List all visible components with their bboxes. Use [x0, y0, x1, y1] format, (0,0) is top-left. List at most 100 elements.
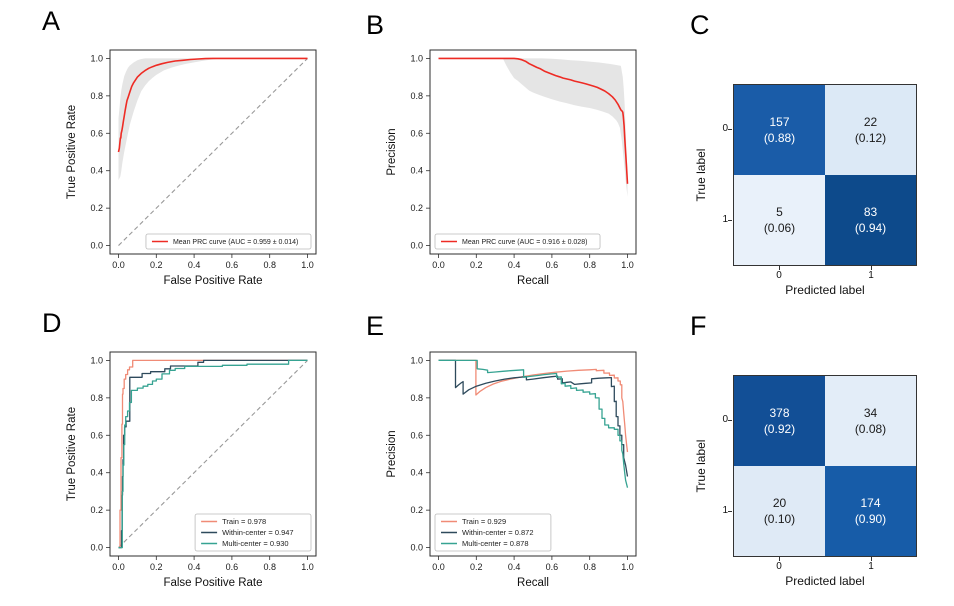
y-tick-label: 0.8 [410, 91, 423, 101]
legend-label: Mean PRC curve (AUC = 0.959 ± 0.014) [173, 239, 298, 246]
roc-cohorts-chart: 0.0 0.2 0.4 0.6 0.8 1.0 0.0 0.2 0.4 0.6 0.8 1.0 Fals… [66, 351, 317, 589]
curve-mean-prc-curve [117, 57, 308, 153]
panel-label-e: E [366, 311, 385, 341]
x-tick-label: 0.8 [583, 260, 596, 270]
y-tick-label: 0.8 [90, 91, 103, 101]
y-tick-label: 0.6 [410, 430, 423, 440]
legend-box: Mean PRC curve (AUC = 0.916 ± 0.028) [434, 233, 601, 250]
cm-cell-fraction: (0.06) [763, 221, 796, 235]
y-tick-label: 0.8 [410, 393, 423, 403]
cm-cell-fraction: (0.88) [763, 131, 796, 145]
cm-ytick-0: 0 [722, 414, 728, 425]
panel-label-b: B [366, 10, 385, 40]
y-tick-label: 1.0 [410, 355, 423, 365]
confusion-matrix-internal: True label 0 1 157 (0.88) 22 (0.12) 5 (0.06) 8… [654, 60, 954, 310]
legend-label: Multi-center = 0.878 [462, 539, 529, 548]
y-tick-label: 1.0 [410, 53, 423, 63]
x-tick-label: 0.0 [432, 260, 445, 270]
cm-xtick-0: 0 [776, 270, 782, 281]
panel-label-c: C [690, 10, 710, 40]
cm-cell-fraction: (0.94) [854, 221, 887, 235]
y-axis-label: True Positive Rate [66, 407, 78, 501]
y-tick-label: 0.6 [90, 128, 103, 138]
cm-tick-mark [728, 420, 732, 421]
x-axis-label: Recall [517, 577, 549, 589]
cm-cell-fraction: (0.08) [854, 422, 887, 436]
axes-frame [109, 351, 317, 557]
x-tick-label: 0.4 [188, 260, 201, 270]
legend-box: Train = 0.978 Within-center = 0.947 Multi-… [194, 513, 312, 552]
curve-mean-prc-curve [438, 57, 629, 184]
confidence-band [118, 58, 308, 181]
x-tick-label: 0.2 [470, 562, 483, 572]
axes-frame [429, 351, 637, 557]
x-tick-label: 0.6 [546, 260, 559, 270]
curve-train [118, 359, 308, 549]
cm-cell-count: 83 [863, 205, 878, 219]
x-tick-label: 0.0 [112, 260, 125, 270]
cm-cell-count: 22 [863, 115, 878, 129]
cm-tick-mark [728, 220, 732, 221]
confusion-matrix-external: True label 0 1 378 (0.92) 34 (0.08) 20 (0.10)… [654, 351, 954, 601]
cm-cell-r1c0: 20 (0.10) [734, 466, 825, 556]
panel-label-d: D [42, 308, 62, 338]
cm-xtick-0: 0 [776, 561, 782, 572]
legend-label: Multi-center = 0.930 [222, 539, 289, 548]
legend-frame [434, 233, 601, 250]
cm-cell-fraction: (0.10) [763, 512, 796, 526]
cm-tick-mark [779, 266, 780, 270]
x-tick-label: 0.8 [263, 562, 276, 572]
cm-xtick-1: 1 [868, 561, 874, 572]
x-axis-label: False Positive Rate [163, 275, 262, 287]
y-axis-label: Precision [386, 430, 398, 477]
x-tick-label: 0.2 [150, 562, 163, 572]
axes-frame [109, 49, 317, 255]
cm-cell-r0c0: 378 (0.92) [734, 376, 825, 466]
cm-cell-r0c0: 157 (0.88) [734, 85, 825, 175]
confidence-band [438, 58, 628, 197]
x-tick-label: 1.0 [301, 562, 314, 572]
cm-cell-fraction: (0.12) [854, 131, 887, 145]
cm-y-axis-label: True label [694, 148, 708, 202]
cm-tick-mark [871, 266, 872, 270]
x-tick-label: 0.6 [226, 260, 239, 270]
prc-mean-chart: 0.0 0.2 0.4 0.6 0.8 1.0 0.0 0.2 0.4 0.6 0.8 1.0 Reca… [386, 49, 637, 287]
cm-tick-mark [728, 129, 732, 130]
cm-cell-fraction: (0.90) [854, 512, 887, 526]
panel-label-f: F [690, 311, 707, 341]
cm-tick-mark [779, 557, 780, 561]
cm-cell-count: 20 [772, 496, 787, 510]
cm-cell-count: 5 [776, 205, 783, 219]
x-tick-label: 0.4 [508, 562, 521, 572]
y-tick-label: 0.6 [90, 430, 103, 440]
cm-ytick-1: 1 [722, 505, 728, 516]
cm-cell-count: 34 [863, 406, 878, 420]
legend-box: Train = 0.929 Within-center = 0.872 Multi-… [434, 513, 552, 552]
x-tick-label: 0.4 [508, 260, 521, 270]
y-tick-label: 0.0 [90, 241, 103, 251]
legend-label: Within-center = 0.872 [462, 528, 534, 537]
x-tick-label: 0.8 [263, 260, 276, 270]
x-axis-label: Recall [517, 275, 549, 287]
x-tick-label: 1.0 [621, 562, 634, 572]
cm-xtick-1: 1 [868, 270, 874, 281]
cm-y-axis-label: True label [694, 439, 708, 493]
y-tick-label: 1.0 [90, 53, 103, 63]
x-tick-label: 0.0 [112, 562, 125, 572]
chance-diagonal [118, 58, 308, 246]
cm-cell-count: 174 [860, 496, 881, 510]
y-tick-label: 0.0 [410, 543, 423, 553]
legend-box: Mean PRC curve (AUC = 0.959 ± 0.014) [145, 233, 312, 250]
legend-label: Mean PRC curve (AUC = 0.916 ± 0.028) [462, 239, 587, 246]
x-tick-label: 0.0 [432, 562, 445, 572]
x-tick-label: 0.6 [226, 562, 239, 572]
legend-label: Train = 0.978 [222, 517, 266, 526]
curve-within-center [438, 359, 629, 477]
cm-tick-mark [871, 557, 872, 561]
legend-frame [194, 513, 312, 552]
x-tick-label: 0.4 [188, 562, 201, 572]
prc-cohorts-chart: 0.0 0.2 0.4 0.6 0.8 1.0 0.0 0.2 0.4 0.6 0.8 1.0 Reca… [386, 351, 637, 589]
x-tick-label: 1.0 [301, 260, 314, 270]
y-tick-label: 0.4 [410, 468, 423, 478]
